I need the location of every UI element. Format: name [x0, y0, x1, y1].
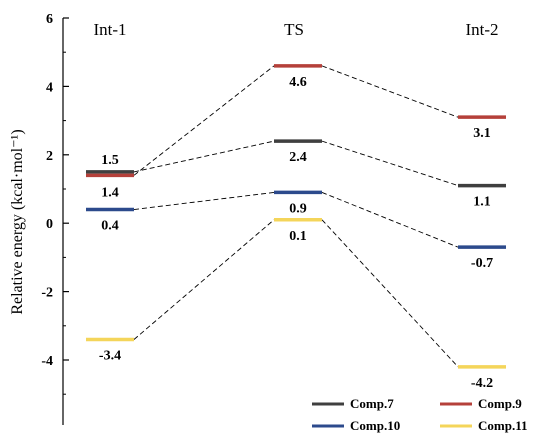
legend-label: Comp.9 — [478, 396, 522, 411]
data-label: -0.7 — [471, 256, 493, 271]
data-label: 4.6 — [289, 75, 307, 90]
data-label: 1.5 — [101, 153, 119, 168]
legend-label: Comp.10 — [350, 418, 400, 433]
y-tick-label: 2 — [46, 149, 53, 164]
data-label: 3.1 — [473, 126, 491, 141]
data-label: 1.1 — [473, 195, 491, 210]
y-tick-label: 0 — [46, 217, 53, 232]
data-label: 0.1 — [289, 229, 307, 244]
data-label: 0.9 — [289, 201, 307, 216]
connector-line — [321, 192, 459, 248]
connector-line — [321, 140, 459, 187]
connector-line — [133, 191, 275, 210]
data-label: -4.2 — [471, 376, 493, 391]
y-tick-label: -2 — [41, 286, 53, 301]
connector-line — [133, 219, 275, 340]
y-tick-label: 6 — [46, 12, 53, 27]
legend-label: Comp.7 — [350, 396, 394, 411]
y-axis-label: Relative energy (kcal·mol⁻¹) — [9, 129, 26, 314]
connector-line — [321, 219, 459, 368]
connector-line — [133, 65, 275, 176]
data-label: 2.4 — [289, 150, 307, 165]
stage-label: TS — [284, 20, 304, 39]
y-tick-label: 4 — [46, 80, 53, 95]
data-label: 1.4 — [101, 185, 119, 200]
stage-label: Int-2 — [465, 20, 498, 39]
stage-label: Int-1 — [93, 20, 126, 39]
data-label: -3.4 — [99, 348, 121, 363]
y-tick-label: -4 — [41, 354, 53, 369]
legend-label: Comp.11 — [478, 418, 527, 433]
connector-line — [133, 140, 275, 173]
connector-line — [321, 65, 459, 118]
data-label: 0.4 — [101, 219, 119, 234]
